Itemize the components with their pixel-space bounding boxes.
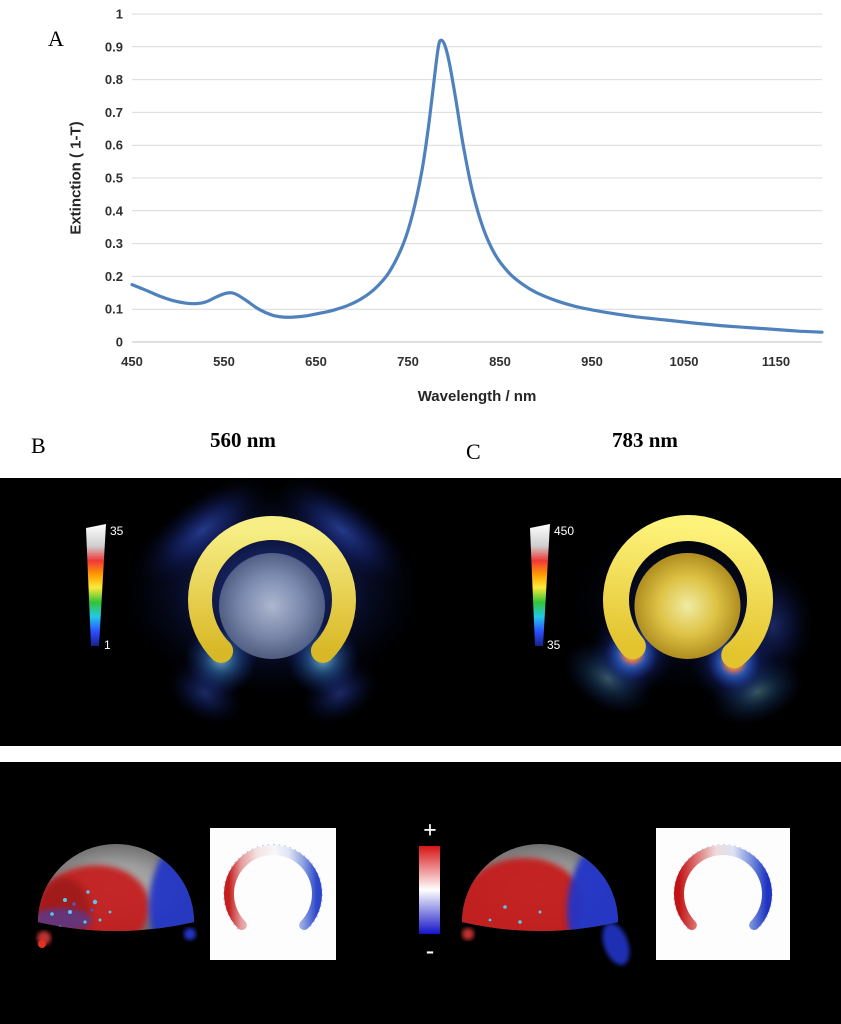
inner-sphere-783 <box>634 552 741 659</box>
y-tick-label: 1 <box>116 7 123 22</box>
y-tick-label: 0.5 <box>105 171 123 186</box>
x-tick-label: 1050 <box>670 354 699 369</box>
x-tick-label: 950 <box>581 354 603 369</box>
charge-inset-560 <box>210 828 336 960</box>
field-colorbar-560: 35 1 <box>86 524 124 652</box>
x-tick-label: 650 <box>305 354 327 369</box>
field-colorbar-783-max: 450 <box>554 524 574 538</box>
gold-crescent-783 <box>603 514 773 669</box>
x-axis-title: Wavelength / nm <box>417 388 537 405</box>
y-tick-label: 0.1 <box>105 302 123 317</box>
charge-maps-render: + - <box>37 818 790 966</box>
y-axis-title: Extinction ( 1-T) <box>67 121 85 235</box>
panel-c-label: C <box>466 439 481 464</box>
y-tick-label: 0.7 <box>105 105 123 120</box>
extinction-series-line <box>130 38 824 334</box>
charge-inset-783 <box>656 828 790 960</box>
panel-b-title: 560 nm <box>210 428 276 452</box>
x-tick-label: 550 <box>213 354 235 369</box>
field-colorbar-783: 450 35 <box>530 524 574 652</box>
x-tick-label: 850 <box>489 354 511 369</box>
field-colorbar-560-max: 35 <box>110 524 124 538</box>
x-tick-label: 1150 <box>762 354 790 369</box>
y-tick-label: 0 <box>116 335 123 350</box>
inner-sphere-560 <box>219 553 325 659</box>
panel-c-title: 783 nm <box>612 428 678 452</box>
charge-colorbar-plus: + <box>423 818 437 844</box>
charge-colorbar-minus: - <box>426 938 434 964</box>
charge-colorbar: + - <box>419 818 440 964</box>
field-maps-panel: 35 1 450 35 <box>0 475 841 746</box>
charge-dome-783 <box>462 844 630 966</box>
speckles <box>50 890 112 929</box>
crescent-field-783 <box>564 514 816 725</box>
panel-b-label: B <box>31 433 46 458</box>
crescent-field-560 <box>120 475 424 726</box>
y-tick-label: 0.9 <box>105 39 123 54</box>
charge-maps-panel: + - <box>0 762 841 1024</box>
speckles <box>488 905 542 924</box>
charge-dome-560 <box>37 844 196 948</box>
y-tick-label: 0.6 <box>105 138 123 153</box>
field-maps-render: 35 1 450 35 <box>86 475 816 726</box>
x-tick-label: 450 <box>121 354 143 369</box>
y-tick-label: 0.4 <box>105 203 124 218</box>
gold-crescent-560 <box>188 515 356 663</box>
y-tick-label: 0.8 <box>105 72 123 87</box>
field-colorbar-560-min: 1 <box>104 638 111 652</box>
panel-a-label: A <box>48 26 64 51</box>
field-colorbar-783-min: 35 <box>547 638 561 652</box>
y-tick-label: 0.3 <box>105 236 123 251</box>
x-tick-label: 750 <box>397 354 419 369</box>
y-tick-label: 0.2 <box>105 269 123 284</box>
extinction-spectrum-chart: 0 0.1 0.2 0.3 0.4 0.5 0.6 0.7 0.8 0.9 1 450 550 650 75… <box>105 7 824 369</box>
